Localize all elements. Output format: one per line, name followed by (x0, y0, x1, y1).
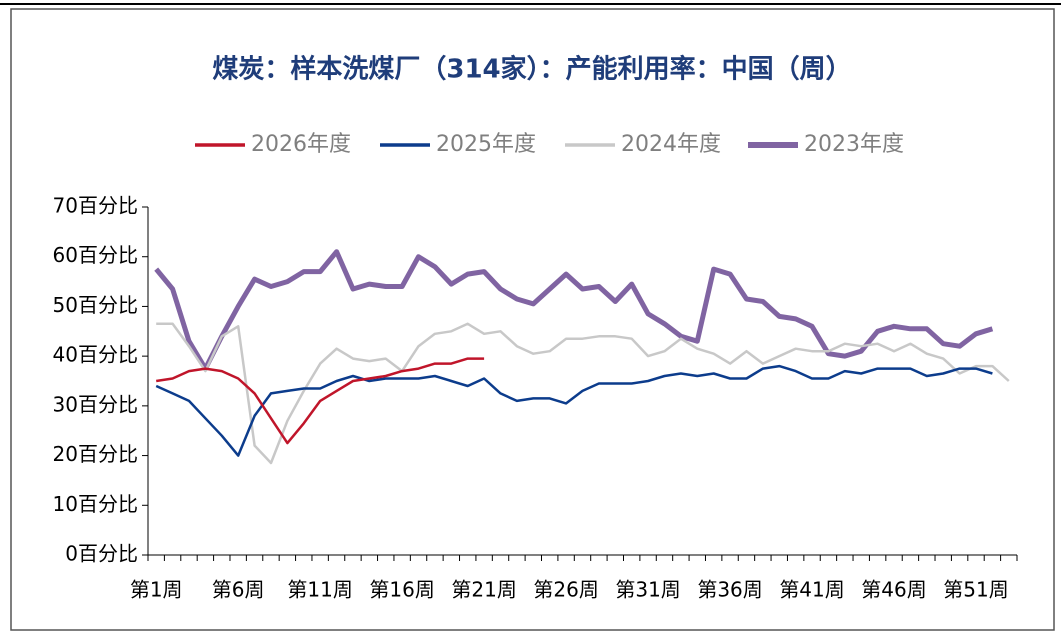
x-tick-label: 第16周 (369, 578, 434, 602)
x-tick-label: 第31周 (615, 578, 680, 602)
legend-label: 2026年度 (251, 132, 351, 157)
series-line (155, 364, 993, 457)
y-tick-label: 50百分比 (53, 293, 138, 317)
y-tick-label: 30百分比 (53, 392, 138, 416)
x-tick-label: 第41周 (779, 578, 844, 602)
x-tick-label: 第36周 (697, 578, 762, 602)
y-tick-label: 20百分比 (53, 442, 138, 466)
x-tick-label: 第51周 (943, 578, 1008, 602)
y-tick-label: 10百分比 (53, 492, 138, 516)
x-tick-label: 第46周 (861, 578, 926, 602)
series-line (154, 249, 994, 372)
x-tick-label: 第26周 (533, 578, 598, 602)
frame (10, 8, 1055, 631)
x-tick-label: 第11周 (287, 578, 352, 602)
x-tick-label: 第6周 (212, 578, 265, 602)
y-tick-label: 40百分比 (53, 343, 138, 367)
y-tick-label: 60百分比 (53, 243, 138, 267)
x-tick-label: 第1周 (130, 578, 183, 602)
legend-label: 2023年度 (804, 132, 904, 157)
x-tick-label: 第21周 (451, 578, 516, 602)
legend-label: 2024年度 (621, 132, 721, 157)
legend-label: 2025年度 (436, 132, 536, 157)
y-tick-label: 70百分比 (53, 194, 138, 218)
y-tick-label: 0百分比 (65, 542, 138, 566)
series-line (156, 357, 485, 445)
chart-title: 煤炭：样本洗煤厂（314家）：产能利用率：中国（周） (212, 54, 851, 85)
series-line (156, 322, 1010, 465)
